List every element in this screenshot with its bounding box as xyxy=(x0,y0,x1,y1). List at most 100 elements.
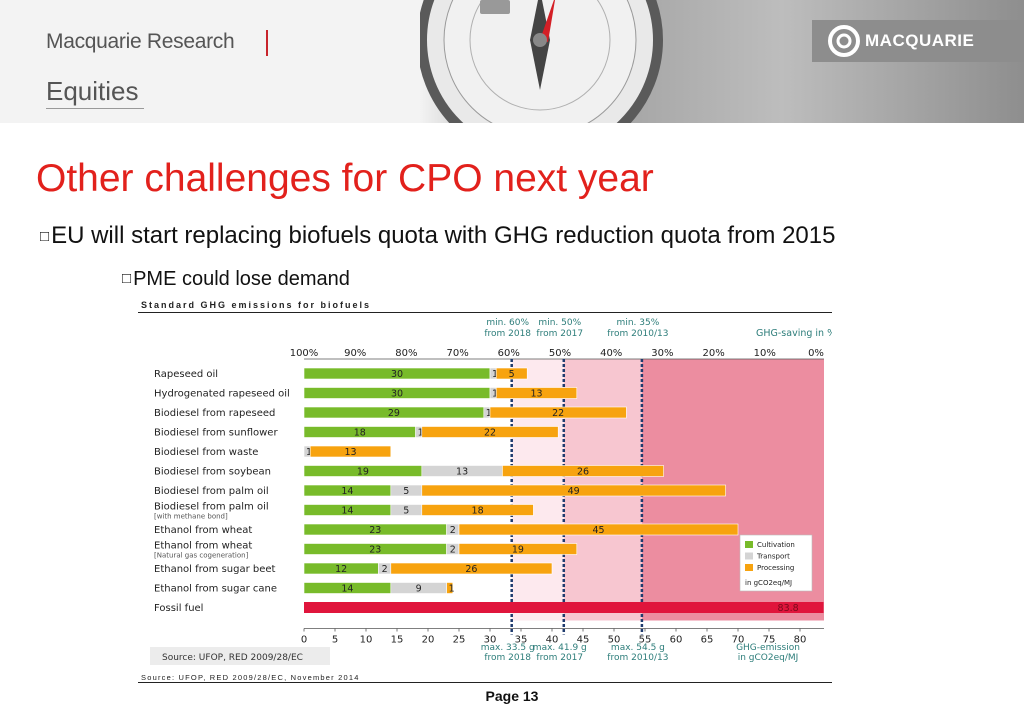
threshold-top-label: min. 50% xyxy=(538,318,581,328)
bar-processing xyxy=(309,445,392,458)
bar-processing xyxy=(421,426,559,438)
bar-processing xyxy=(446,582,454,594)
bottom-tick-label: 10 xyxy=(360,635,373,646)
data-label: 2 xyxy=(382,564,388,575)
top-axis-label: GHG-saving in % xyxy=(756,328,832,339)
brand-division: Equities xyxy=(46,76,139,106)
top-tick-label: 70% xyxy=(446,348,468,359)
slide-title: Other challenges for CPO next year xyxy=(36,157,654,200)
data-label: 45 xyxy=(592,525,604,536)
category-label: Ethanol from sugar cane xyxy=(154,584,277,595)
data-label: 49 xyxy=(568,486,580,497)
legend-label: Transport xyxy=(756,553,790,561)
bottom-tick-label: 0 xyxy=(301,635,307,646)
threshold-bottom-label: max. 41.9 g xyxy=(533,643,587,653)
top-tick-label: 60% xyxy=(498,348,520,359)
page-number: Page 13 xyxy=(485,688,539,704)
brand-divider xyxy=(266,30,268,56)
legend-label: Processing xyxy=(757,564,794,572)
bottom-axis-label: GHG-emission xyxy=(736,643,800,653)
legend-swatch xyxy=(745,564,753,571)
data-label: 1 xyxy=(449,584,455,595)
bottom-tick-label: 80 xyxy=(794,635,807,646)
data-label: 9 xyxy=(416,584,422,595)
bullet-1: □EU will start replacing biofuels quota … xyxy=(40,222,835,250)
threshold-top-label: min. 35% xyxy=(617,318,660,328)
bottom-tick-label: 20 xyxy=(422,635,435,646)
logo-text: MACQUARIE xyxy=(865,31,975,50)
data-label: 29 xyxy=(388,408,400,419)
data-label: 18 xyxy=(472,506,484,517)
header-banner: Macquarie Research Equities MACQUARIE xyxy=(0,0,1024,123)
data-label: 1 xyxy=(418,428,424,439)
brand-name: Macquarie Research xyxy=(46,30,235,53)
category-label: Biodiesel from palm oil xyxy=(154,486,269,497)
bar-processing xyxy=(489,406,627,419)
threshold-bottom-label: max. 33.5 g xyxy=(481,643,535,653)
bullet-2: □ PME could lose demand xyxy=(122,268,350,291)
data-label: 23 xyxy=(369,525,381,536)
category-label: Hydrogenated rapeseed oil xyxy=(154,389,290,400)
bullet-glyph-icon: □ xyxy=(122,270,132,287)
bullet-text: EU will start replacing biofuels quota w… xyxy=(51,222,836,249)
data-label: 18 xyxy=(354,428,366,439)
data-label: 19 xyxy=(512,545,524,556)
data-label: 22 xyxy=(552,408,564,419)
threshold-bottom-label: from 2017 xyxy=(536,653,583,663)
data-label: 5 xyxy=(403,486,409,497)
category-label: Biodiesel from rapeseed xyxy=(154,408,275,419)
bottom-tick-label: 55 xyxy=(639,635,652,646)
threshold-bottom-label: from 2018 xyxy=(484,653,531,663)
top-tick-label: 10% xyxy=(754,348,776,359)
bar-processing xyxy=(495,387,578,399)
bottom-tick-label: 15 xyxy=(391,635,404,646)
data-label: 22 xyxy=(484,428,496,439)
data-label: 13 xyxy=(456,467,468,478)
bottom-tick-label: 75 xyxy=(763,635,776,646)
data-label: 23 xyxy=(369,545,381,556)
bottom-tick-label: 60 xyxy=(670,635,683,646)
legend-swatch xyxy=(745,541,753,548)
top-tick-label: 40% xyxy=(600,348,622,359)
top-tick-label: 50% xyxy=(549,348,571,359)
top-tick-label: 0% xyxy=(808,348,824,359)
category-label: Rapeseed oil xyxy=(154,369,218,380)
brand-underline xyxy=(46,108,144,109)
threshold-top-label: from 2010/13 xyxy=(607,329,668,339)
bar-processing xyxy=(495,367,528,380)
category-label: Biodiesel from palm oil xyxy=(154,502,269,513)
bottom-tick-label: 35 xyxy=(515,635,528,646)
category-sublabel: [with methane bond] xyxy=(154,513,228,521)
category-label: Biodiesel from soybean xyxy=(154,467,271,478)
category-label: Biodiesel from waste xyxy=(154,447,258,458)
data-label: 5 xyxy=(509,369,515,380)
data-label: 14 xyxy=(341,506,353,517)
data-label: 83.8 xyxy=(778,603,799,614)
data-label: 12 xyxy=(335,564,347,575)
data-label: 30 xyxy=(391,369,403,380)
category-label: Ethanol from sugar beet xyxy=(154,564,276,575)
bottom-tick-label: 45 xyxy=(577,635,590,646)
bar-fossil xyxy=(304,602,824,613)
bar-processing xyxy=(421,504,534,516)
inner-source-box xyxy=(150,647,330,665)
data-label: 14 xyxy=(341,584,353,595)
bottom-tick-label: 50 xyxy=(608,635,621,646)
threshold-top-label: from 2018 xyxy=(484,329,531,339)
data-label: 1 xyxy=(486,408,492,419)
bottom-tick-label: 65 xyxy=(701,635,714,646)
threshold-top-label: min. 60% xyxy=(486,318,529,328)
bar-processing xyxy=(458,543,578,555)
bottom-tick-label: 5 xyxy=(332,635,338,646)
bottom-tick-label: 25 xyxy=(453,635,466,646)
bottom-tick-label: 30 xyxy=(484,635,497,646)
bottom-tick-label: 70 xyxy=(732,635,745,646)
category-label: Ethanol from wheat xyxy=(154,525,252,536)
category-label: Ethanol from wheat xyxy=(154,541,252,552)
category-label: Biodiesel from sunflower xyxy=(154,428,278,439)
data-label: 13 xyxy=(530,389,542,400)
legend-label: Cultivation xyxy=(757,541,795,549)
threshold-bottom-label: from 2010/13 xyxy=(607,653,668,663)
bar-processing xyxy=(390,562,553,575)
ghg-emissions-chart: GHG-saving in %100% 90% 80% 70% 60% 50% 40% 30%… xyxy=(150,318,832,665)
